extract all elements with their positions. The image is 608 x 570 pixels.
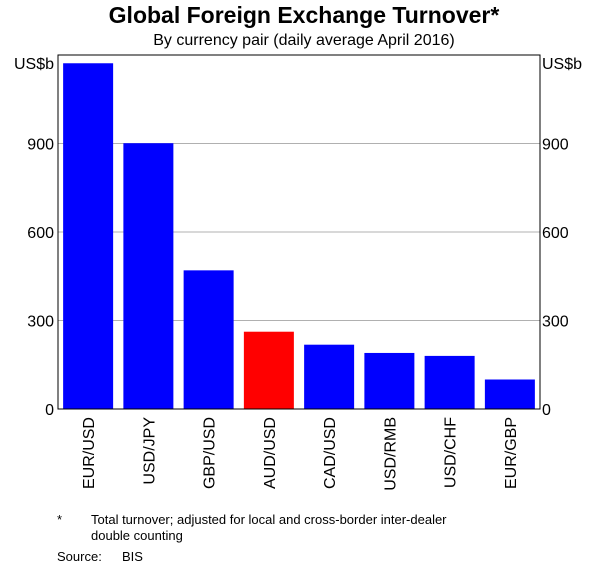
y-tick-label-left: 900 <box>27 137 54 154</box>
source-label: Source: <box>57 549 102 564</box>
x-tick-label: AUD/USD <box>262 417 279 489</box>
bar-usd-chf <box>424 355 475 409</box>
x-tick-label: EUR/GBP <box>503 417 520 489</box>
source-value: BIS <box>122 549 143 564</box>
x-tick-label: USD/RMB <box>382 417 399 491</box>
x-tick-label: USD/JPY <box>141 417 158 485</box>
y-tick-label-left: 600 <box>27 225 54 242</box>
bar-usd-jpy <box>123 143 174 409</box>
y-tick-label-left: 0 <box>45 402 54 419</box>
y-tick-label-right: 0 <box>542 402 551 419</box>
footnote-text-2: double counting <box>91 528 183 543</box>
x-tick-label: EUR/USD <box>81 417 98 489</box>
bar-eur-gbp <box>484 379 535 409</box>
bar-gbp-usd <box>183 270 234 409</box>
x-tick-label: USD/CHF <box>443 417 460 488</box>
y-axis-label-left: US$b <box>14 56 54 73</box>
bar-eur-usd <box>63 63 114 409</box>
chart-title: Global Foreign Exchange Turnover* <box>108 2 500 28</box>
chart-subtitle: By currency pair (daily average April 20… <box>153 32 455 49</box>
footnote-text-1: Total turnover; adjusted for local and c… <box>91 512 447 527</box>
x-tick-label: CAD/USD <box>322 417 339 489</box>
x-tick-label: GBP/USD <box>202 417 219 489</box>
y-tick-label-right: 300 <box>542 314 569 331</box>
bar-usd-rmb <box>364 352 415 409</box>
bar-cad-usd <box>304 344 355 409</box>
plot-border <box>57 54 541 410</box>
footnote-marker: * <box>57 512 63 527</box>
y-axis-label-right: US$b <box>542 56 582 73</box>
y-tick-label-right: 900 <box>542 137 569 154</box>
y-tick-label-left: 300 <box>27 314 54 331</box>
bar-aud-usd <box>243 331 294 409</box>
y-tick-label-right: 600 <box>542 225 569 242</box>
